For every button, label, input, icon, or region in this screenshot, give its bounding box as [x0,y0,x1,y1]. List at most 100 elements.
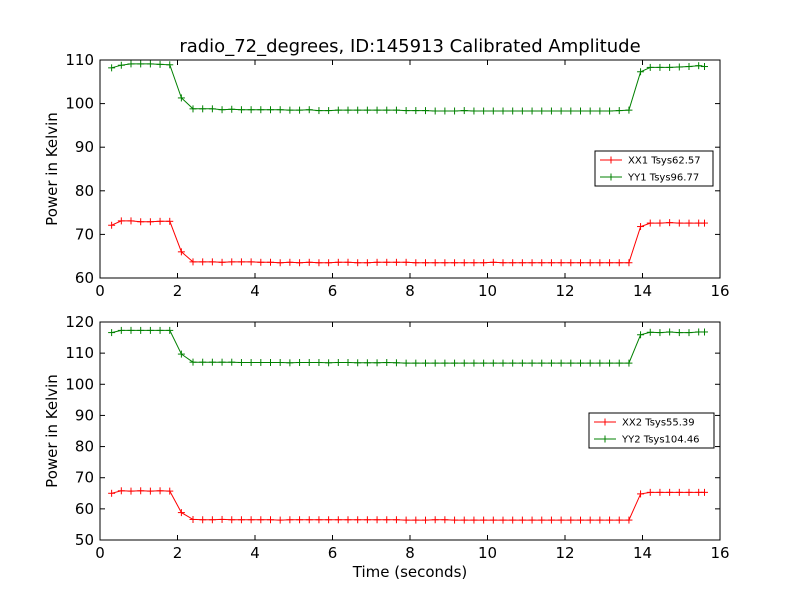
data-point [666,219,674,227]
data-point [218,358,226,366]
data-point [586,516,594,524]
data-point [637,223,645,231]
data-point [480,359,488,367]
data-point [547,259,555,267]
legend: XX2 Tsys55.39 YY2 Tsys104.46 [588,412,715,449]
data-point [267,258,274,266]
data-point [146,218,154,226]
x-tick-label: 10 [478,544,497,562]
data-point [509,259,517,267]
data-point [606,259,614,267]
data-point [218,106,226,114]
x-tick-label: 16 [710,544,729,562]
data-point [189,105,197,113]
data-point [615,107,623,115]
data-point [237,106,245,114]
data-point [402,258,410,266]
data-point [656,488,664,496]
data-point [675,63,683,71]
data-point [518,359,526,367]
data-point [117,217,125,225]
data-point [247,106,255,114]
data-point [557,259,565,267]
data-point [441,359,449,367]
data-point [538,259,546,267]
y-tick-label: 80 [75,182,94,200]
data-point [177,509,185,517]
data-point [363,259,371,267]
data-point [675,488,683,496]
data-point [685,329,693,337]
data-point [373,516,381,524]
legend-label: YY2 Tsys104.46 [621,435,700,446]
data-point [127,487,135,495]
data-point [108,64,116,72]
data-point [117,326,125,334]
data-point [656,63,664,71]
data-point [146,326,154,334]
data-point [666,328,674,336]
x-tick-label: 0 [95,544,105,562]
data-point [208,516,216,524]
y-axis-label: Power in Kelvin [43,112,61,226]
data-point [237,258,245,266]
data-point [127,60,135,68]
data-point [538,516,546,524]
data-point [422,359,429,367]
y-tick-label: 70 [75,225,94,243]
x-tick-label: 6 [328,544,338,562]
x-tick-label: 4 [250,544,260,562]
data-point [373,106,381,114]
data-point [296,259,304,267]
data-point [567,107,575,115]
top-subplot: 0 2 4 6 8 10 12 14 16 60 70 80 90 100 110 Power in Kelv… [43,51,730,300]
data-point [606,107,614,115]
data-point [334,106,342,114]
data-point [208,358,216,366]
data-point [296,106,304,114]
data-point [383,358,391,366]
data-point [577,259,584,267]
data-point [489,516,497,524]
legend-label: YY1 Tsys96.77 [627,173,699,184]
y-tick-label: 110 [65,51,94,69]
data-point [701,328,708,336]
y-tick-label: 90 [75,138,94,156]
data-point [127,326,135,334]
data-point [208,105,216,113]
data-point [460,259,468,267]
data-point [637,68,645,76]
data-point [509,516,517,524]
data-point [156,487,164,495]
data-point [460,359,468,367]
data-point [156,217,164,225]
data-point [480,259,488,267]
data-point [547,107,555,115]
data-point [470,516,478,524]
data-point [363,359,371,367]
data-point [480,107,488,115]
data-point [137,218,145,226]
data-point [637,490,645,498]
data-point [166,326,174,334]
data-point [499,359,507,367]
data-point [431,259,439,267]
data-point [586,259,594,267]
data-point [199,258,207,266]
data-point [354,106,362,114]
x-tick-label: 2 [173,282,183,300]
data-point [441,516,449,524]
data-point [373,258,381,266]
data-point [296,358,304,366]
data-point [615,259,623,267]
data-point [286,516,294,524]
bottom-subplot: 0 2 4 6 8 10 12 14 16 50 60 70 80 90 100 110 120 Power in… [43,313,730,562]
y-tick-label: 100 [65,95,94,113]
data-point [586,107,594,115]
data-point [276,358,284,366]
data-point [412,359,420,367]
data-point [199,105,207,113]
data-point [247,516,255,524]
x-axis-label: Time (seconds) [352,563,468,581]
data-point [228,258,236,266]
